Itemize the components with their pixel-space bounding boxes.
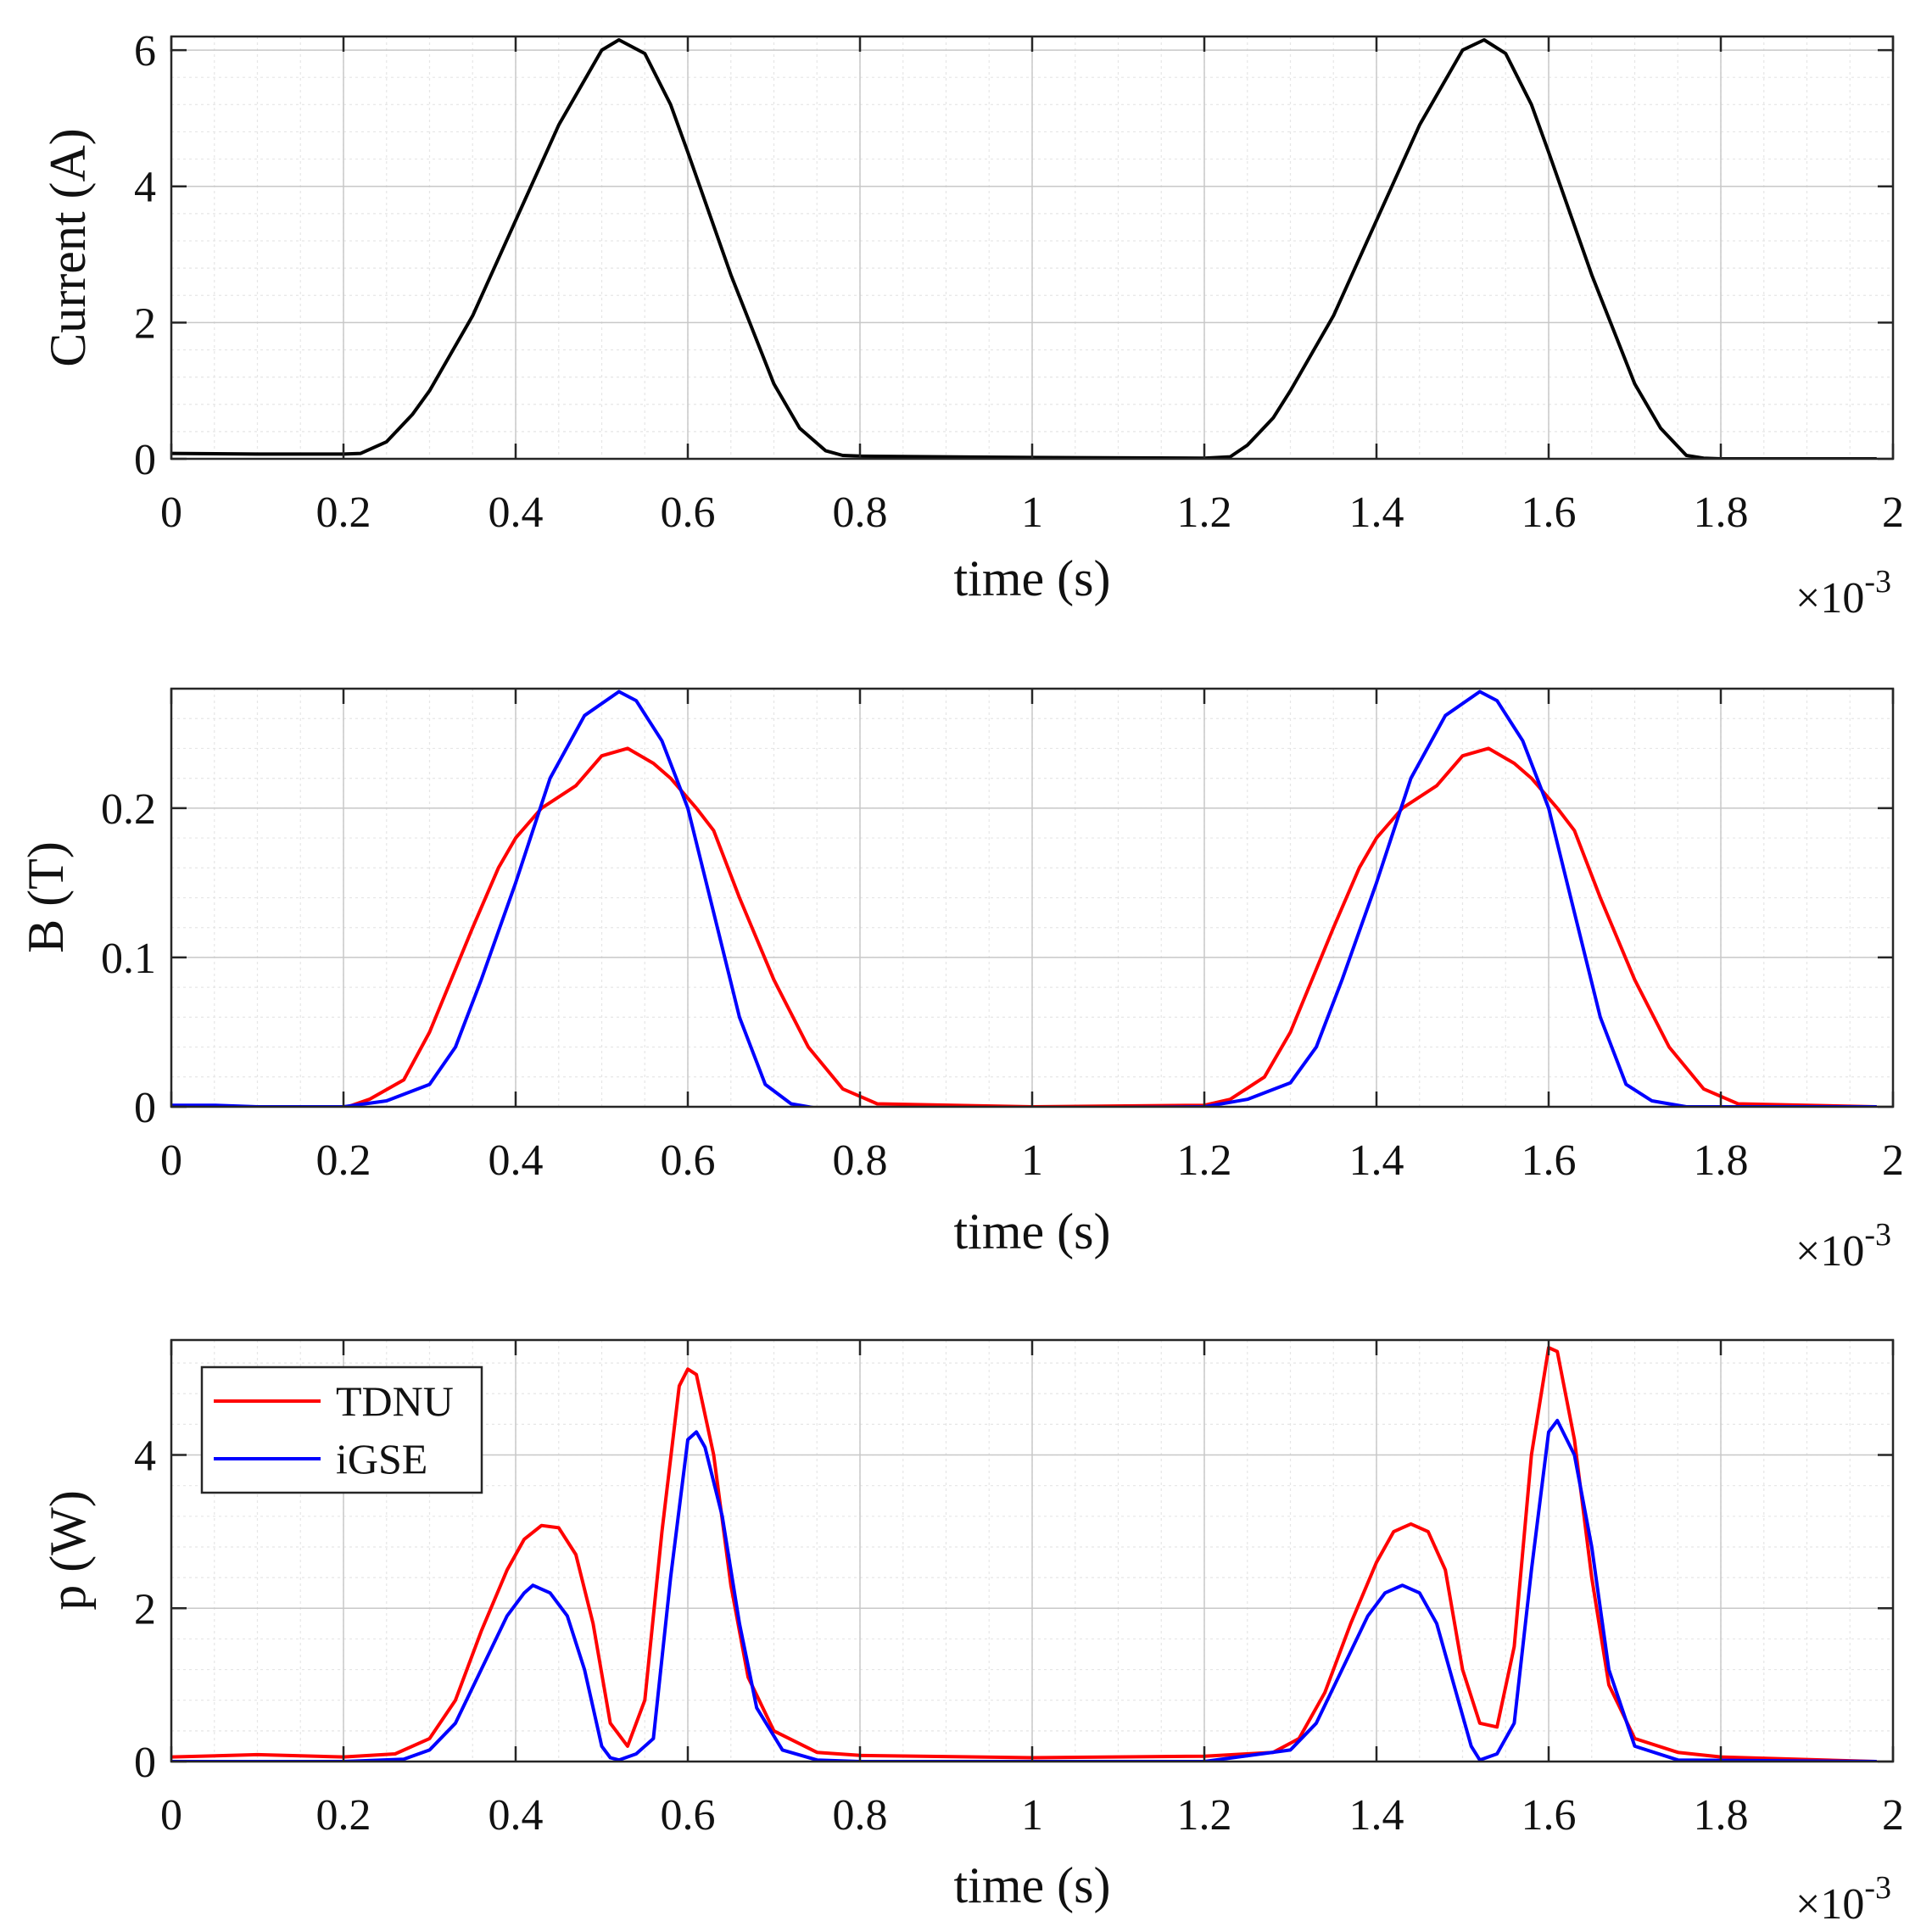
flux-x-tick-label: 1.4 — [1349, 1136, 1404, 1185]
power-x-tick-label: 0.2 — [316, 1791, 371, 1840]
current-y-axis-label: Current (A) — [40, 128, 96, 367]
flux-x-tick-label: 1.2 — [1177, 1136, 1232, 1185]
current-x-multiplier-base: ×10 — [1795, 574, 1864, 623]
current-x-tick-label: 1.8 — [1694, 489, 1749, 537]
power-x-multiplier-base: ×10 — [1795, 1880, 1864, 1929]
current-series — [171, 38, 1878, 459]
flux-grid — [170, 688, 1894, 1108]
flux-x-tick-label: 1.6 — [1522, 1136, 1577, 1185]
power-x-multiplier-exp: -3 — [1864, 1870, 1891, 1906]
current-x-tick-label: 0.6 — [661, 489, 716, 537]
current-x-multiplier: ×10-3 — [1795, 564, 1891, 623]
power-x-tick-label: 0 — [160, 1791, 182, 1840]
current-x-tick-label: 0.8 — [833, 489, 888, 537]
flux-x-tick-label: 1 — [1021, 1136, 1043, 1185]
power-y-axis-label: p (W) — [40, 1490, 96, 1611]
current-x-tick-label: 1.4 — [1349, 489, 1404, 537]
power-ticks: 0 0.2 0.4 0.6 0.8 1 1.2 1.4 1.6 1.8 2 0 2 4 — [134, 1340, 1904, 1840]
flux-x-multiplier-base: ×10 — [1795, 1227, 1864, 1276]
current-chart: 0 0.2 0.4 0.6 0.8 1 1.2 1.4 1.6 1.8 2 0 2 4 6 Current … — [40, 27, 1904, 623]
current-y-tick-label: 6 — [134, 27, 156, 75]
flux-y-tick-label: 0.2 — [101, 785, 156, 834]
flux-x-tick-label: 0 — [160, 1136, 182, 1185]
current-x-tick-label: 2 — [1882, 489, 1904, 537]
current-x-tick-label: 1.6 — [1522, 489, 1577, 537]
legend-box — [200, 1365, 483, 1494]
power-y-tick-label: 2 — [134, 1585, 156, 1633]
flux-x-tick-label: 1.8 — [1694, 1136, 1749, 1185]
power-x-tick-label: 1.4 — [1349, 1791, 1404, 1840]
current-x-multiplier-exp: -3 — [1864, 564, 1891, 600]
current-x-tick-label: 0.2 — [316, 489, 371, 537]
current-x-tick-label: 0 — [160, 489, 182, 537]
current-x-axis-label: time (s) — [954, 550, 1111, 606]
power-x-tick-label: 1.6 — [1522, 1791, 1577, 1840]
flux-x-tick-label: 0.8 — [833, 1136, 888, 1185]
power-y-tick-label: 4 — [134, 1432, 156, 1481]
power-x-multiplier: ×10-3 — [1795, 1870, 1891, 1929]
flux-series — [171, 690, 1878, 1107]
power-series-igse — [171, 1418, 1878, 1762]
current-y-tick-label: 4 — [134, 164, 156, 212]
flux-x-tick-label: 2 — [1882, 1136, 1904, 1185]
power-x-tick-label: 2 — [1882, 1791, 1904, 1840]
flux-y-axis-label: B (T) — [18, 841, 74, 953]
power-y-tick-label: 0 — [134, 1739, 156, 1787]
power-x-tick-label: 0.4 — [489, 1791, 544, 1840]
power-x-tick-label: 0.6 — [661, 1791, 716, 1840]
power-x-tick-label: 1 — [1021, 1791, 1043, 1840]
legend-label-tdnu: TDNU — [336, 1377, 454, 1425]
flux-x-axis-label: time (s) — [954, 1203, 1111, 1259]
flux-x-tick-label: 0.6 — [661, 1136, 716, 1185]
power-x-tick-label: 1.2 — [1177, 1791, 1232, 1840]
flux-y-tick-label: 0.1 — [101, 935, 156, 983]
flux-x-tick-label: 0.2 — [316, 1136, 371, 1185]
flux-chart: 0 0.2 0.4 0.6 0.8 1 1.2 1.4 1.6 1.8 2 0 0.1 0.2 B (T)… — [18, 687, 1904, 1276]
flux-ticks: 0 0.2 0.4 0.6 0.8 1 1.2 1.4 1.6 1.8 2 0 0.1 0.2 — [101, 689, 1904, 1185]
flux-x-multiplier: ×10-3 — [1795, 1217, 1891, 1276]
current-x-tick-label: 0.4 — [489, 489, 544, 537]
current-y-tick-label: 2 — [134, 299, 156, 348]
current-ticks: 0 0.2 0.4 0.6 0.8 1 1.2 1.4 1.6 1.8 2 0 2 4 6 — [134, 27, 1904, 537]
power-x-tick-label: 0.8 — [833, 1791, 888, 1840]
flux-series-igse — [171, 690, 1878, 1107]
flux-x-multiplier-exp: -3 — [1864, 1217, 1891, 1253]
power-x-tick-label: 1.8 — [1694, 1791, 1749, 1840]
flux-series-tdnu — [333, 746, 1878, 1107]
power-legend: TDNU iGSE — [200, 1365, 483, 1494]
current-x-tick-label: 1 — [1021, 489, 1043, 537]
flux-y-tick-label: 0 — [134, 1084, 156, 1132]
current-x-tick-label: 1.2 — [1177, 489, 1232, 537]
flux-x-tick-label: 0.4 — [489, 1136, 544, 1185]
legend-label-igse: iGSE — [336, 1435, 427, 1483]
current-y-tick-label: 0 — [134, 436, 156, 484]
current-series-current — [171, 38, 1878, 459]
power-x-axis-label: time (s) — [954, 1857, 1111, 1913]
power-chart: 0 0.2 0.4 0.6 0.8 1 1.2 1.4 1.6 1.8 2 0 2 4 p (W) tim… — [40, 1338, 1904, 1929]
